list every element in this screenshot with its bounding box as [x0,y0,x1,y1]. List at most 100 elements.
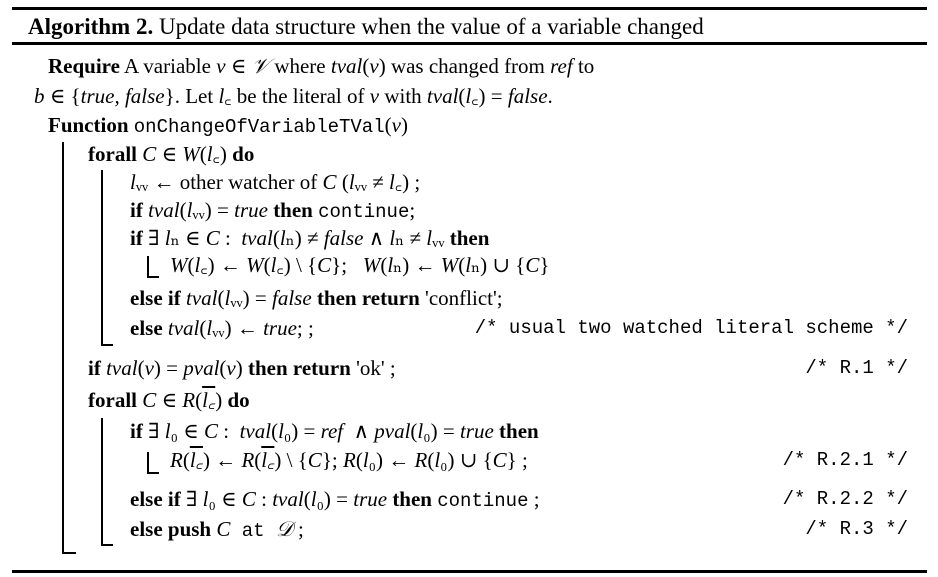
algorithm-line: if ∃ lₙ ∈ C : tval(lₙ) ≠ false ∧ lₙ ≠ lᵥ… [130,225,489,251]
line-token: pval [183,356,220,380]
line-token: ₀) = [423,419,460,443]
line-token: ref [320,419,344,443]
line-token: l [164,419,171,443]
line-token: ₀) = [316,487,354,511]
algorithm-line: if tval(v) = pval(v) then return 'ok' ; [88,355,396,381]
line-token: l [194,253,201,277]
line-token: ( [179,198,187,222]
line-token: ₀ ∈ [170,419,204,443]
then2-block-bar [147,452,149,474]
line-token: R [170,448,183,472]
line-token: then [449,226,490,250]
forall2-block-end [101,544,113,546]
algorithm-title: Algorithm 2. Update data structure when … [28,13,704,41]
line-token: l [426,226,433,250]
line-token: ₀) ∪ { [440,448,493,472]
line-token: ∈ { [44,84,81,108]
line-token: ( [362,54,370,78]
line-token: ( [187,253,195,277]
line-token: ; ; [296,316,314,340]
line-token: ∈ [156,142,183,166]
line-token: C [525,253,540,277]
line-token: v [144,356,154,380]
line-token: }. Let [164,84,219,108]
line-token: ; [292,517,304,541]
line-token: ₀) = [283,419,321,443]
line-token: to [572,54,595,78]
line-token: l [387,253,394,277]
line-token: then [267,198,319,222]
line-comment: /* R.1 */ [805,357,908,379]
line-token: l [279,226,286,250]
line-token: l [362,448,369,472]
line-token: ) \ { [274,448,308,472]
line-token: ∧ [363,226,390,250]
line-token: l [218,84,225,108]
line-token: v [226,356,236,380]
line-token: . [547,84,553,108]
line-token: l [389,170,395,194]
line-token: }; [331,253,363,277]
line-token: tval [167,316,200,340]
line-token: false [507,84,548,108]
line-token: l [270,253,277,277]
line-token: l [348,170,355,194]
line-token: ( [336,170,349,194]
line-token: l [206,316,213,340]
line-token: ( [271,419,279,443]
line-token: v [391,113,401,137]
line-comment: /* R.2.2 */ [782,488,908,510]
line-token: W [246,253,264,277]
line-token: pval [374,419,411,443]
line-token: R [182,388,196,412]
line-token: ₀) ← [368,448,415,472]
line-token: ᵥᵥ) ← [212,316,264,340]
algorithm-line: else tval(lᵥᵥ) ← true; ; [130,315,314,341]
line-token: 'ok' ; [356,356,396,380]
line-token: ( [427,448,435,472]
line-token: : [217,419,240,443]
line-token: ) was changed from [378,54,551,78]
line-token: l [434,448,441,472]
line-token: at [230,520,276,542]
line-token: l꜀ [189,448,203,472]
then-block-end [147,276,159,278]
forall-block-bar [101,170,103,346]
line-token: l [224,286,231,310]
line-token: where [269,54,331,78]
function-block-end [62,552,76,554]
line-token: tval [106,356,138,380]
line-token: b [34,84,45,108]
algorithm-line: else if tval(lᵥᵥ) = false then return 'c… [130,285,503,311]
line-token: C [307,448,322,472]
line-token: ( [384,113,392,137]
algorithm-caption: Update data structure when the value of … [153,14,704,39]
line-token: l [130,170,136,194]
line-token: ₙ ∈ [170,226,206,250]
line-token: l [310,487,317,511]
line-token: ( [219,356,227,380]
line-token: ) [235,356,243,380]
line-token: ( [272,226,280,250]
algorithm-line: Function onChangeOfVariableTVal(v) [48,112,408,138]
line-token: ( [458,84,466,108]
line-token: ( [355,448,363,472]
line-token: ( [182,448,190,472]
line-token: forall [88,388,143,412]
line-token: Function [48,113,134,137]
line-token: ( [263,253,271,277]
line-token: l꜀ [261,448,275,472]
line-token: ∃ [148,226,165,250]
line-token: C [322,170,337,194]
line-token: 𝒟 [275,517,293,541]
line-token: ꜀) ; [394,170,421,194]
line-token: l [186,198,193,222]
line-token: ∈ [225,54,252,78]
line-token: ) ← [202,448,242,472]
line-token: 𝒱 [251,54,270,78]
line-token: forall [88,142,143,166]
line-token: then [387,487,438,511]
line-token: C [492,448,507,472]
title-rule [12,42,927,45]
line-token: else [130,316,168,340]
